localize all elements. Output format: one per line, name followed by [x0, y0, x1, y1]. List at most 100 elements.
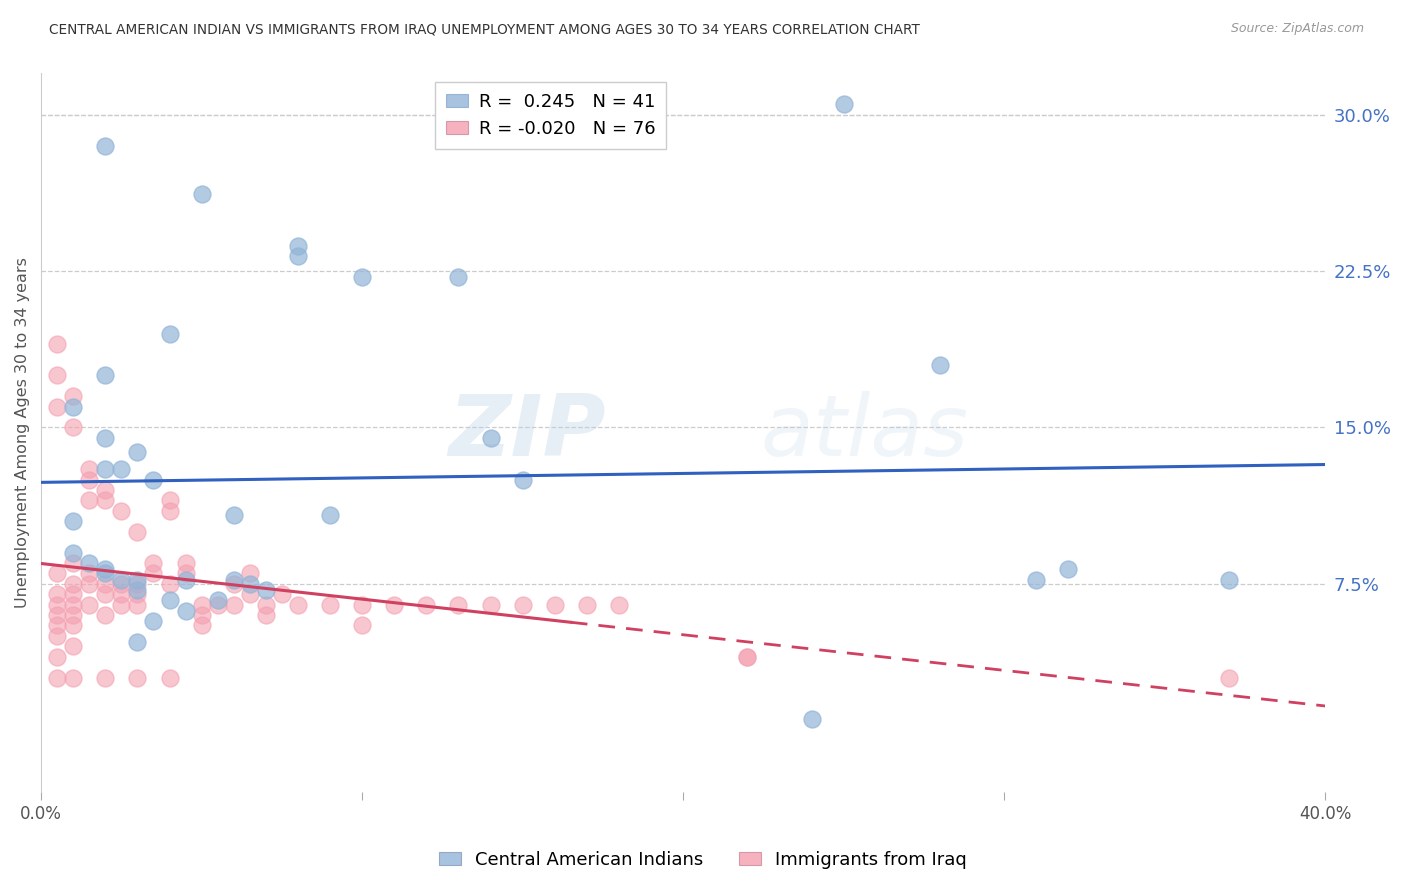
Point	[127, 582, 149, 597]
Point	[110, 504, 132, 518]
Point	[222, 573, 245, 587]
Point	[77, 598, 100, 612]
Point	[77, 566, 100, 581]
Point	[319, 598, 342, 612]
Y-axis label: Unemployment Among Ages 30 to 34 years: Unemployment Among Ages 30 to 34 years	[15, 257, 30, 608]
Point	[479, 598, 502, 612]
Point	[62, 618, 84, 632]
Point	[190, 608, 212, 623]
Point	[62, 420, 84, 434]
Point	[62, 556, 84, 570]
Point	[62, 400, 84, 414]
Point	[46, 587, 69, 601]
Point	[46, 608, 69, 623]
Point	[62, 608, 84, 623]
Point	[174, 604, 197, 618]
Point	[800, 712, 823, 726]
Point	[62, 389, 84, 403]
Point	[254, 598, 277, 612]
Point	[94, 368, 117, 383]
Point	[62, 671, 84, 685]
Point	[319, 508, 342, 522]
Point	[159, 504, 181, 518]
Point	[190, 618, 212, 632]
Point	[1218, 573, 1240, 587]
Point	[239, 576, 262, 591]
Point	[77, 493, 100, 508]
Point	[447, 598, 470, 612]
Point	[94, 562, 117, 576]
Point	[94, 587, 117, 601]
Point	[159, 576, 181, 591]
Point	[207, 598, 229, 612]
Point	[94, 576, 117, 591]
Point	[94, 608, 117, 623]
Point	[94, 566, 117, 581]
Point	[46, 629, 69, 643]
Point	[222, 576, 245, 591]
Point	[94, 462, 117, 476]
Point	[415, 598, 437, 612]
Point	[174, 566, 197, 581]
Point	[382, 598, 405, 612]
Point	[607, 598, 630, 612]
Point	[62, 598, 84, 612]
Point	[174, 556, 197, 570]
Point	[77, 473, 100, 487]
Point	[46, 337, 69, 351]
Point	[512, 598, 534, 612]
Text: atlas: atlas	[761, 391, 969, 475]
Point	[110, 598, 132, 612]
Point	[1218, 671, 1240, 685]
Point	[127, 524, 149, 539]
Point	[287, 239, 309, 253]
Point	[142, 473, 165, 487]
Point	[159, 671, 181, 685]
Point	[62, 587, 84, 601]
Point	[46, 598, 69, 612]
Point	[479, 431, 502, 445]
Point	[110, 587, 132, 601]
Text: Source: ZipAtlas.com: Source: ZipAtlas.com	[1230, 22, 1364, 36]
Point	[737, 649, 759, 664]
Point	[190, 598, 212, 612]
Point	[832, 97, 855, 112]
Point	[544, 598, 567, 612]
Point	[287, 598, 309, 612]
Point	[110, 462, 132, 476]
Point	[127, 573, 149, 587]
Point	[159, 593, 181, 607]
Point	[77, 576, 100, 591]
Point	[62, 640, 84, 654]
Legend: R =  0.245   N = 41, R = -0.020   N = 76: R = 0.245 N = 41, R = -0.020 N = 76	[436, 82, 666, 149]
Point	[159, 326, 181, 341]
Legend: Central American Indians, Immigrants from Iraq: Central American Indians, Immigrants fro…	[432, 844, 974, 876]
Point	[94, 671, 117, 685]
Point	[207, 593, 229, 607]
Point	[110, 573, 132, 587]
Point	[127, 671, 149, 685]
Point	[142, 556, 165, 570]
Point	[254, 608, 277, 623]
Point	[222, 598, 245, 612]
Point	[127, 635, 149, 649]
Point	[94, 493, 117, 508]
Point	[447, 270, 470, 285]
Point	[94, 431, 117, 445]
Point	[127, 576, 149, 591]
Point	[127, 445, 149, 459]
Point	[190, 186, 212, 201]
Point	[46, 649, 69, 664]
Point	[94, 139, 117, 153]
Point	[352, 618, 374, 632]
Point	[575, 598, 598, 612]
Point	[239, 587, 262, 601]
Point	[1025, 573, 1047, 587]
Point	[142, 566, 165, 581]
Point	[46, 368, 69, 383]
Point	[62, 514, 84, 528]
Point	[127, 587, 149, 601]
Point	[270, 587, 292, 601]
Point	[254, 582, 277, 597]
Point	[239, 566, 262, 581]
